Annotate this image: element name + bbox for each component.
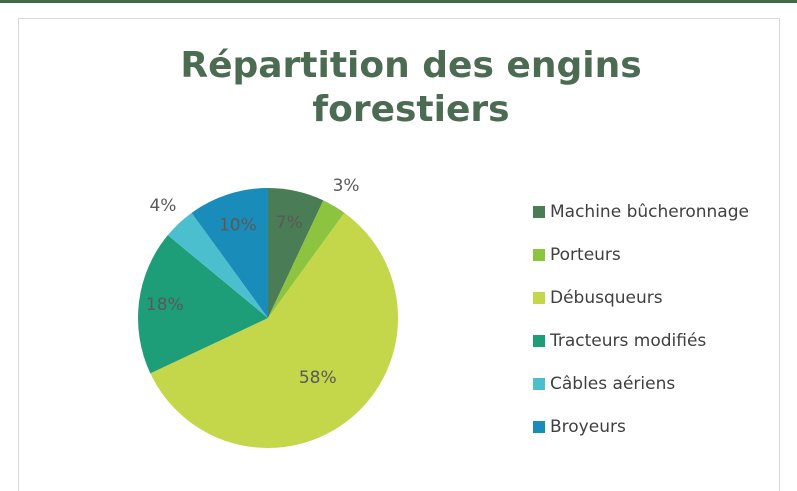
pie-slice <box>268 200 345 318</box>
legend-label: Porteurs <box>550 245 621 265</box>
legend-label: Machine bûcheronnage <box>550 202 749 222</box>
legend-swatch <box>533 335 545 347</box>
data-label: 4% <box>149 196 176 216</box>
legend-swatch <box>533 292 545 304</box>
pie-slice <box>268 188 324 318</box>
data-label: 10% <box>219 215 257 235</box>
data-label: 7% <box>276 213 303 233</box>
legend-swatch <box>533 421 545 433</box>
top-border <box>0 0 797 3</box>
pie-slice <box>138 235 268 374</box>
data-label: 58% <box>299 368 337 388</box>
legend-label: Tracteurs modifiés <box>549 331 706 351</box>
data-label: 3% <box>333 176 360 196</box>
legend-label: Débusqueurs <box>550 288 663 308</box>
legend-label: Câbles aériens <box>550 374 675 394</box>
pie-slice <box>191 188 268 318</box>
pie-slice <box>150 212 398 448</box>
chart-title: Répartition des engins forestiers <box>180 45 642 130</box>
data-label: 18% <box>146 295 184 315</box>
legend-swatch <box>533 206 545 218</box>
legend-label: Broyeurs <box>550 417 626 437</box>
chart-frame <box>18 18 780 491</box>
legend-swatch <box>533 249 545 261</box>
pie-slice <box>167 212 268 318</box>
legend-swatch <box>533 378 545 390</box>
